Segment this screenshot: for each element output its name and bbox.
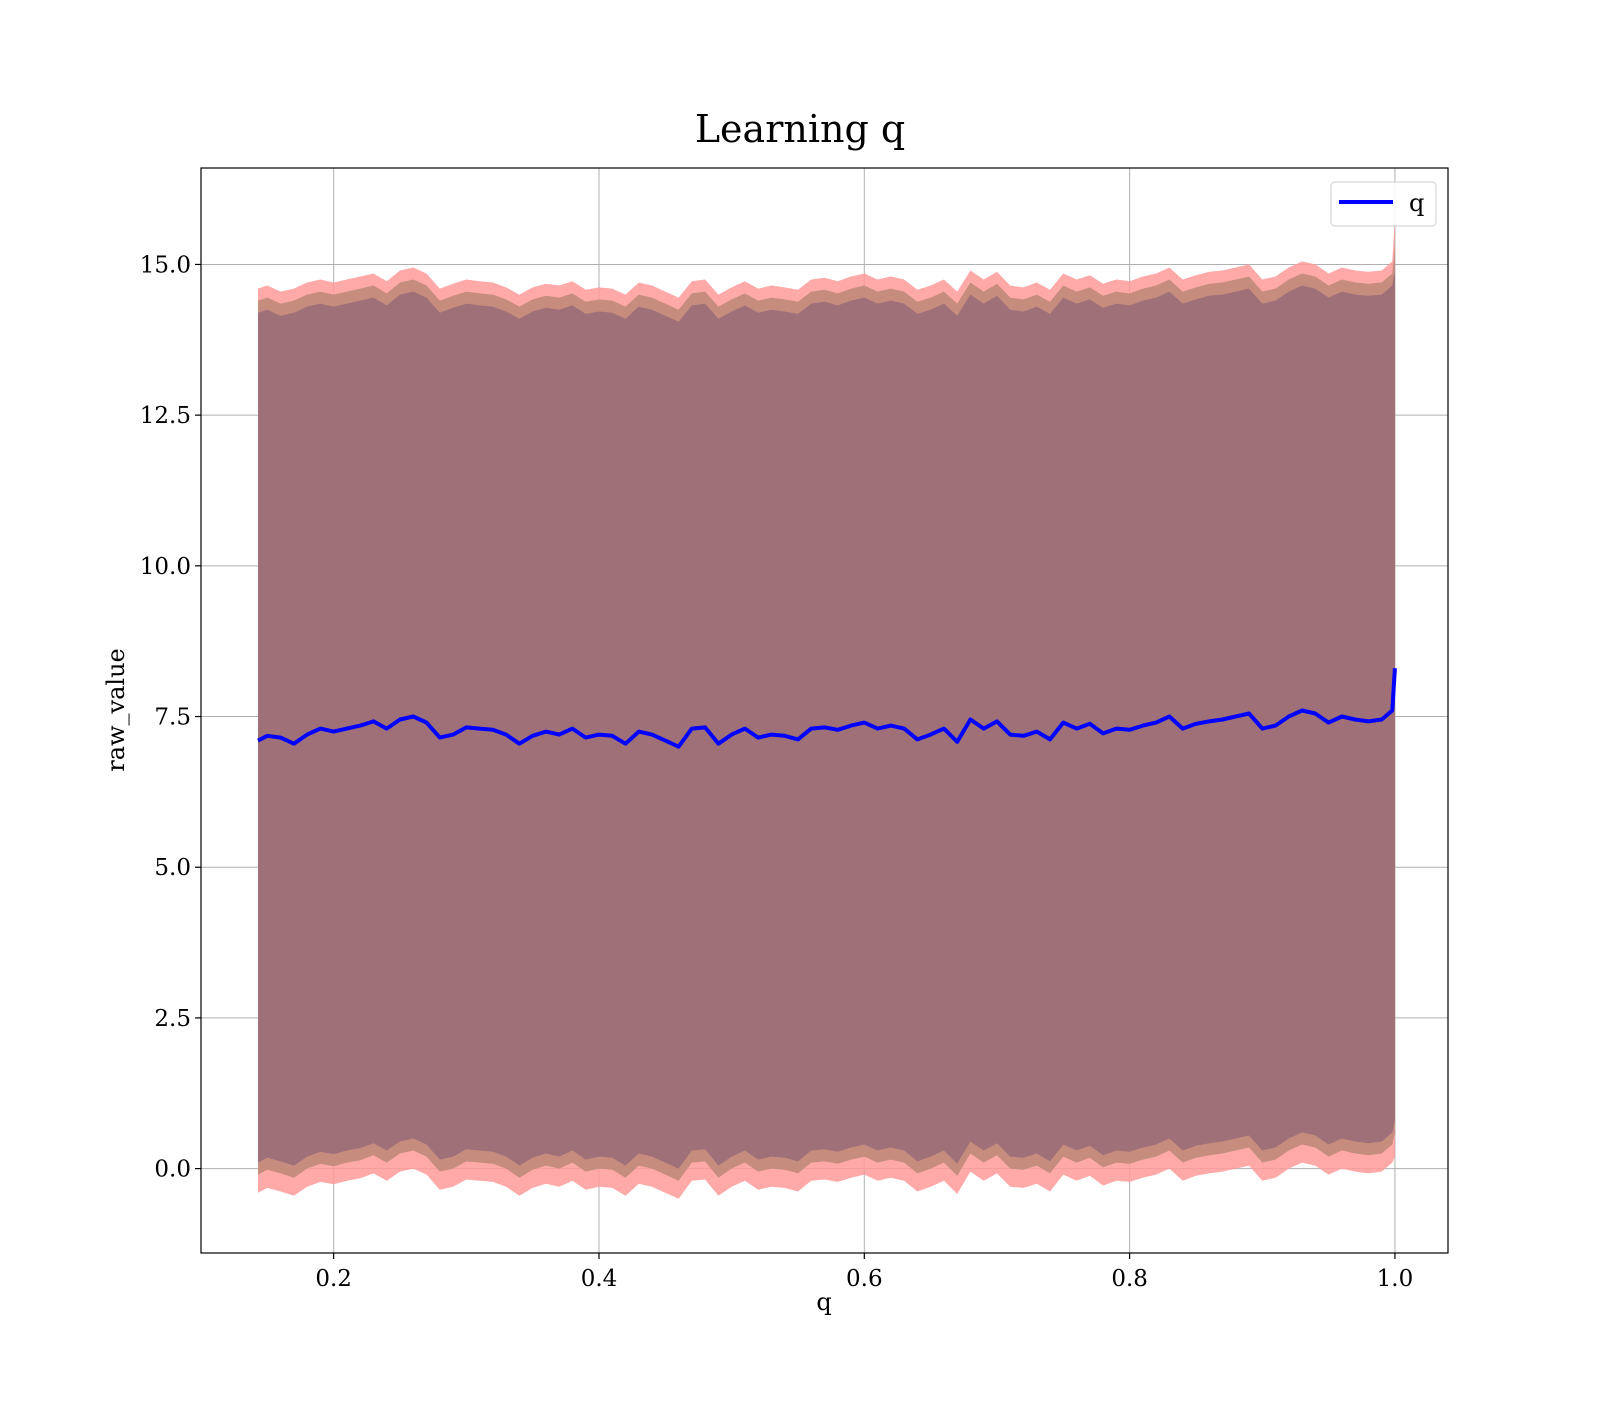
x-axis-label: q: [816, 1288, 831, 1316]
y-tick-label: 2.5: [154, 1006, 191, 1032]
series-line-q: [257, 668, 1397, 749]
axes-frame: [200, 167, 1449, 1254]
x-tick-label: 1.0: [1377, 1266, 1414, 1292]
x-tick-label: 0.4: [581, 1266, 618, 1292]
y-axis-ticks: 0.0 2.5 5.0 7.5 10.0 12.5 15.0: [140, 252, 201, 1183]
x-axis-ticks: 0.2 0.4 0.6 0.8 1.0: [315, 1253, 1413, 1292]
y-tick-label: 0.0: [154, 1157, 191, 1183]
chart-title: Learning q: [695, 107, 905, 151]
y-tick-label: 10.0: [140, 554, 191, 580]
y-axis-label: raw_value: [102, 648, 130, 772]
y-tick-label: 12.5: [140, 403, 191, 429]
x-tick-label: 0.2: [315, 1266, 352, 1292]
confidence-bands: [258, 216, 1395, 1199]
x-tick-label: 0.8: [1111, 1266, 1148, 1292]
x-tick-label: 0.6: [846, 1266, 883, 1292]
series-lines: [257, 668, 1397, 749]
y-tick-label: 5.0: [154, 855, 191, 881]
legend-label: q: [1409, 189, 1424, 217]
band-inner: [258, 270, 1395, 1169]
y-tick-label: 7.5: [154, 705, 191, 731]
y-tick-label: 15.0: [140, 252, 191, 278]
legend: q: [1330, 181, 1437, 227]
